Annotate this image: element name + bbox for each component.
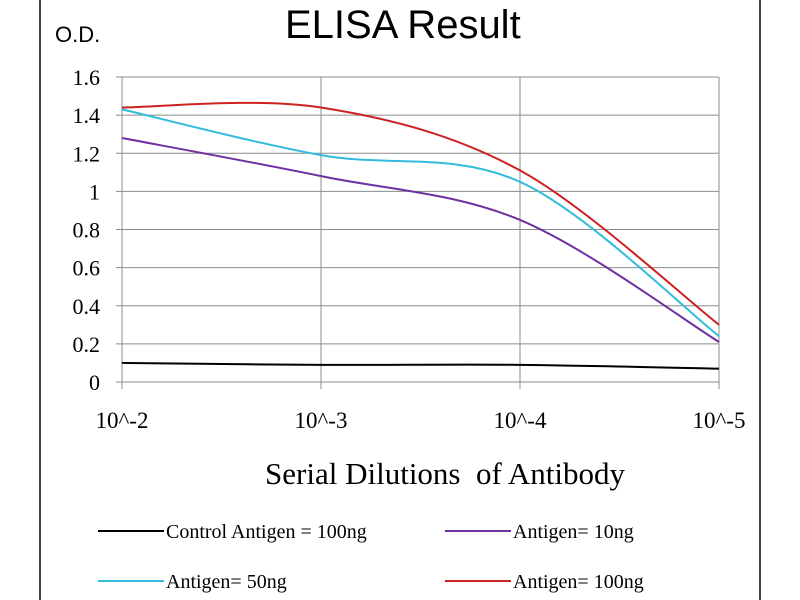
series-line-2: [121, 108, 720, 338]
legend-label-3: Antigen= 100ng: [513, 571, 644, 593]
y-tick-label: 0.8: [73, 218, 101, 243]
series-line-1: [121, 137, 720, 343]
y-tick-labels: 0 0.2 0.4 0.6 0.8 1 1.2 1.4 1.6: [73, 65, 101, 395]
x-axis-label: Serial Dilutions of Antibody: [265, 456, 625, 491]
y-tick-label: 0: [89, 370, 100, 395]
legend-label-0: Control Antigen = 100ng: [166, 521, 367, 543]
legend: Control Antigen = 100ng Antigen= 10ng Anti…: [98, 521, 644, 593]
y-tick-label: 0.4: [73, 294, 101, 319]
axes: [116, 76, 720, 389]
x-tick-label: 10^-3: [295, 408, 348, 433]
x-tick-label: 10^-5: [693, 408, 746, 433]
grid: [122, 76, 720, 382]
y-tick-label: 1: [89, 179, 100, 204]
x-tick-label: 10^-2: [96, 408, 149, 433]
series-line-0: [121, 361, 720, 370]
x-tick-labels: 10^-2 10^-3 10^-4 10^-5: [96, 408, 746, 433]
x-tick-label: 10^-4: [494, 408, 547, 433]
y-tick-label: 1.4: [73, 103, 101, 128]
series-lines: [121, 101, 720, 370]
y-axis-label: O.D.: [55, 22, 100, 47]
y-tick-label: 0.2: [73, 332, 101, 357]
y-tick-label: 1.2: [73, 141, 101, 166]
series-line-3: [121, 101, 720, 326]
y-tick-label: 1.6: [73, 65, 101, 90]
y-tick-label: 0.6: [73, 256, 101, 281]
legend-label-1: Antigen= 10ng: [513, 521, 634, 543]
legend-label-2: Antigen= 50ng: [166, 571, 287, 593]
chart-title: ELISA Result: [285, 3, 521, 47]
